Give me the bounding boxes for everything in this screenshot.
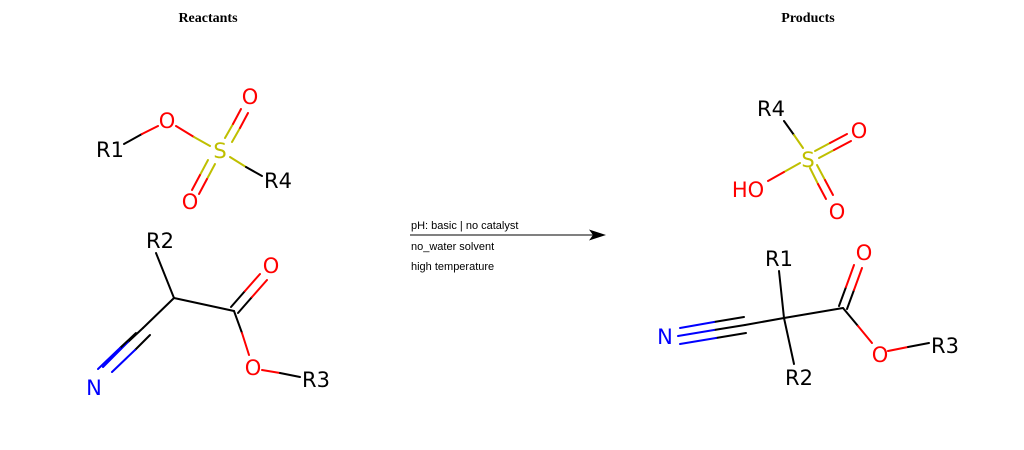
reaction-arrow-head [589, 229, 606, 241]
bond-s-o-top-a-red [232, 108, 242, 125]
bond-s-o-low-b-red [824, 179, 834, 196]
atom-r4-product: R4 [757, 97, 785, 121]
bond-cn-1 [127, 327, 144, 343]
atom-r1-product: R1 [765, 247, 793, 271]
bond-c-oester-product [842, 307, 859, 327]
bond-s-r4-yellow [229, 156, 247, 168]
atom-r2: R2 [146, 229, 174, 253]
bond-cn-product-2 [713, 316, 745, 323]
bond-r2-c [155, 252, 175, 299]
reactants-heading: Reactants [178, 11, 238, 26]
bond-s-o-right-a [814, 142, 831, 152]
atom-s-product: S [801, 148, 814, 172]
atom-o-ester2: O [245, 356, 262, 380]
reaction-arrow-group: pH: basic | no catalyst no_water solvent… [410, 220, 606, 273]
bond-o-s-red [175, 125, 195, 138]
product-alkylated-cyanoester: R1 R2 O O R3 N [657, 241, 959, 390]
bond-s-o-right-b-red [833, 140, 852, 151]
bond-co-product-a [838, 286, 847, 307]
bond-co-a-red [244, 273, 261, 292]
bond-c-oester-product-red [857, 325, 873, 344]
atom-r3: R3 [302, 368, 330, 392]
bond-s-o-low-a-red [817, 183, 827, 200]
atom-r3-product: R3 [931, 334, 959, 358]
bond-s-o-right-b [818, 149, 835, 159]
bond-o-r3 [279, 372, 301, 378]
condition-line-1: pH: basic | no catalyst [411, 220, 518, 232]
bond-s-o-top-b-red [239, 112, 249, 129]
bond-c-oester-red [241, 332, 250, 356]
bond-cn-3 [134, 334, 151, 351]
bond-r4-s [783, 120, 795, 136]
bond-cn-2 [119, 332, 137, 349]
atom-r1: R1 [96, 138, 124, 162]
bond-c-cn-product [744, 317, 785, 326]
bond-co-product-b-red [853, 267, 863, 291]
bond-s-o-right-a-red [829, 133, 848, 144]
condition-line-2: no_water solvent [411, 241, 494, 253]
atom-n: N [86, 376, 102, 400]
atom-n-product: N [657, 325, 673, 349]
bond-r1-o [123, 133, 143, 145]
bond-s-o-bot-b [206, 163, 216, 180]
bond-s-oh-yellow [783, 162, 801, 173]
bond-s-o-low-a [809, 167, 819, 185]
products-heading: Products [781, 11, 835, 26]
atom-o-ester-product: O [872, 343, 889, 367]
bond-s-o-bot-b-red [198, 178, 208, 195]
bond-s-o-low-b [816, 164, 826, 181]
bond-cn-3-blue [111, 349, 136, 373]
condition-line-3: high temperature [411, 261, 494, 273]
bond-o-r3-red [261, 369, 281, 374]
bond-c-carbonyl-product [783, 307, 844, 319]
atom-r2-product: R2 [785, 366, 813, 390]
bond-s-o-top-b [231, 127, 241, 143]
bond-cn-product-2-blue [679, 321, 715, 329]
atom-hydroxyl: HO [732, 178, 764, 202]
bond-cn-product-1-blue [677, 329, 715, 337]
bond-co-product-a-red [845, 264, 855, 288]
bond-cn-2-blue [97, 347, 121, 370]
bond-cn-product-3 [715, 332, 747, 339]
bond-co-product-b [846, 289, 855, 310]
atom-o-carbonyl-product: O [856, 241, 873, 265]
bond-cn-1-blue [102, 341, 129, 368]
bond-cn-product-1 [713, 324, 746, 331]
bond-s-o-bot-a-red [191, 174, 201, 191]
bond-o-s-yellow [193, 136, 211, 147]
bond-s-o-bot-a [199, 159, 209, 176]
atom-o-right: O [851, 119, 868, 143]
atom-o-bottom: O [182, 190, 199, 214]
bond-o-r3-product-red [887, 346, 909, 352]
product-sulfonic-acid: R4 S O O HO [732, 97, 867, 224]
bond-co-b-red [251, 279, 268, 298]
atom-o-top: O [242, 85, 259, 109]
atom-s: S [213, 139, 226, 163]
bond-c-oester [233, 310, 243, 334]
bond-c-cn [142, 297, 175, 329]
bond-co-b [237, 296, 253, 314]
reactant-cyanoester: R2 O O R3 N [86, 229, 330, 400]
bond-r1-c [778, 270, 785, 319]
bond-o-r3-product [907, 342, 930, 348]
reactant-sulfonate: R1 O S O O R4 [96, 85, 292, 214]
bond-s-oh-red [767, 171, 785, 182]
atom-r4: R4 [264, 169, 292, 193]
atom-o-ester: O [159, 109, 176, 133]
bond-cn-product-3-blue [679, 337, 717, 345]
bond-co-a [230, 290, 246, 308]
bond-s-o-top-a [224, 123, 234, 139]
bond-s-r4 [245, 166, 263, 177]
atom-o-low: O [829, 200, 846, 224]
atom-o-carbonyl: O [263, 254, 280, 278]
bond-r4-s-yellow [793, 134, 804, 149]
bond-r1-o-red [141, 125, 159, 135]
bond-c-carbonyl [173, 297, 235, 312]
bond-c-r2 [783, 317, 795, 365]
